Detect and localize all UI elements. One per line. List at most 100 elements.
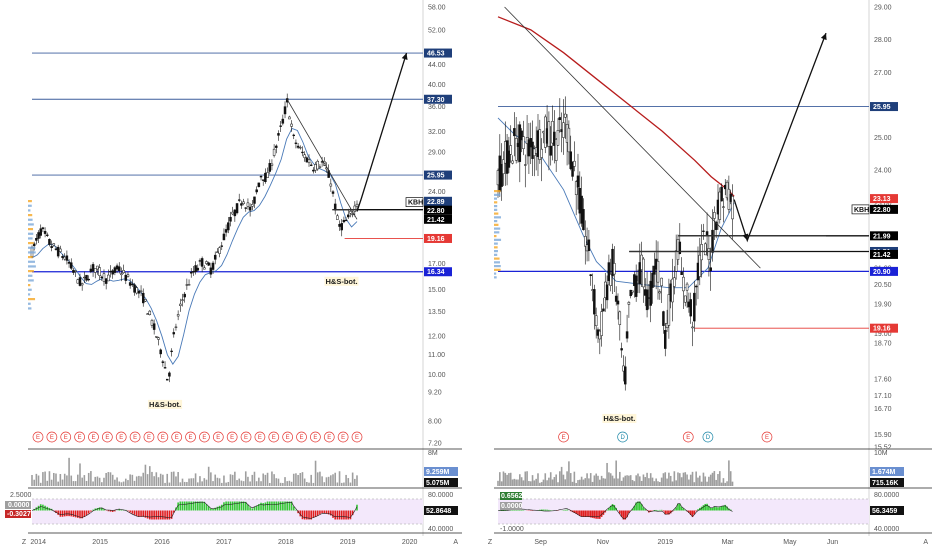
earnings-event-icon: E [50,435,54,441]
histogram-bar [253,506,256,511]
candle-body [509,145,512,155]
volume-bar [626,475,628,486]
candle [567,120,571,165]
histogram-bar [183,501,186,511]
candle-body [645,289,649,311]
volume-profile-bar [28,246,36,249]
level-tag [424,267,452,277]
earnings-event-icon: E [355,435,359,441]
histogram-bar [42,504,44,511]
candle [698,237,702,286]
earnings-event-icon: E [313,435,317,441]
candle-body [704,243,707,256]
candle [198,258,202,266]
histogram-bar [695,510,697,512]
y-tick-label: 16.70 [874,406,892,413]
histogram-bar [299,510,302,517]
candle [281,114,285,126]
candle [152,319,156,335]
histogram-bar [144,510,147,518]
price-tag [424,214,452,224]
candle [41,226,45,233]
event-marker [296,431,307,443]
candle [163,361,167,369]
candle-body [684,295,687,303]
volume-bar [297,474,299,486]
volume-bar [247,476,249,486]
candle-body [351,213,354,216]
candle-body [685,283,689,291]
volume-bar [497,480,499,486]
volume-profile-bar [494,220,498,223]
candle-body [128,282,132,286]
volume-bar [292,473,295,486]
volume-bar [323,482,326,486]
volume-bar [242,481,245,486]
candle [268,159,272,175]
x-tick-label: 2019 [340,539,356,546]
candle [126,271,130,278]
level-tag-label: 25.95 [427,173,445,180]
volume-bar [644,477,647,486]
histogram-bar [268,501,271,511]
candle [338,220,341,231]
candle-body [554,139,558,161]
volume-profile-bar [28,302,31,305]
candle-body [122,270,125,274]
x-tick-label: Mar [722,539,735,546]
candle-body [662,311,665,326]
candle [582,198,585,231]
histogram-bar [579,510,581,516]
volume-bar [559,471,561,486]
histogram-bar [262,503,265,511]
volume-bar [319,471,321,486]
event-marker [254,431,266,443]
volume-bar [87,472,90,486]
volume-bar [303,478,306,486]
volume-bar [589,473,592,486]
candle [242,198,245,206]
volume-bar [697,477,699,486]
volume-bar [164,482,166,486]
volume-bar [238,478,241,486]
volume-bar [120,482,123,486]
candle [148,309,152,316]
volume-bar [301,472,304,486]
candle [531,120,534,177]
symbol-tag [851,204,870,215]
pattern-annotation: H&S-bot. [325,277,357,286]
candle-body [83,276,86,279]
candle-body [614,295,618,302]
earnings-event-icon: E [765,435,769,441]
oscillator-tag [500,502,522,510]
histogram-bar [172,510,175,513]
candle-body [649,280,652,306]
volume-bar [345,474,347,486]
earnings-event-icon: E [175,435,179,441]
candle [174,323,178,331]
candle-body [294,142,298,144]
volume-bar [691,471,694,486]
candle-body [251,204,254,207]
volume-bar [258,477,260,486]
volume-bar [604,478,607,486]
candle-body [673,277,676,287]
volume-bar [619,471,621,486]
volume-bar [50,479,53,486]
candle-body [35,237,38,241]
event-marker [157,431,169,443]
histogram-bar [223,502,225,511]
histogram-bar [194,501,197,511]
candle [207,261,210,267]
volume-profile-bar [28,288,32,291]
volume-bar [622,477,625,486]
candle-body [569,151,572,169]
candle [520,128,523,153]
candle [569,135,572,171]
candle-body [100,276,104,278]
candle-body [170,350,173,353]
candle-body [91,264,95,272]
x-tick-label: 2016 [154,539,170,546]
symbol-tag-label: KBH [854,207,869,214]
volume-bar [508,473,510,486]
